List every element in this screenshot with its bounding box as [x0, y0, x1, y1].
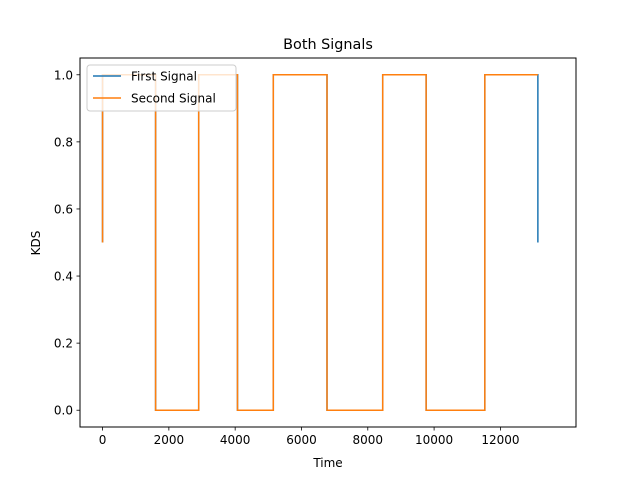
y-axis-title: KDS	[29, 231, 43, 256]
x-tick-label: 8000	[353, 433, 384, 447]
plot-area	[101, 74, 539, 411]
legend-label-1: First Signal	[131, 70, 197, 84]
x-tick-label: 2000	[154, 433, 185, 447]
legend: First Signal Second Signal	[86, 64, 237, 112]
y-tick-label: 0.8	[54, 135, 73, 149]
x-tick-label: 6000	[286, 433, 317, 447]
y-tick-label: 0.4	[54, 270, 73, 284]
plot-frame	[79, 57, 577, 428]
x-tick-label: 0	[99, 433, 107, 447]
chart-title: Both Signals	[283, 37, 373, 53]
legend-label-2: Second Signal	[131, 92, 216, 106]
x-axis: 0 2000 4000 6000 8000 10000 12000	[99, 427, 520, 447]
x-tick-label: 10000	[415, 433, 453, 447]
x-tick-label: 4000	[220, 433, 251, 447]
x-axis-title: Time	[312, 456, 342, 470]
series-line-2	[101, 74, 538, 411]
y-tick-label: 0.6	[54, 202, 73, 216]
y-tick-label: 0.2	[54, 337, 73, 351]
y-tick-label: 0.0	[54, 404, 73, 418]
legend-box	[86, 64, 237, 112]
y-axis: 0.0 0.2 0.4 0.6 0.8 1.0	[54, 68, 80, 418]
y-tick-label: 1.0	[54, 68, 73, 82]
x-tick-label: 12000	[481, 433, 519, 447]
series-line-1	[101, 74, 539, 411]
